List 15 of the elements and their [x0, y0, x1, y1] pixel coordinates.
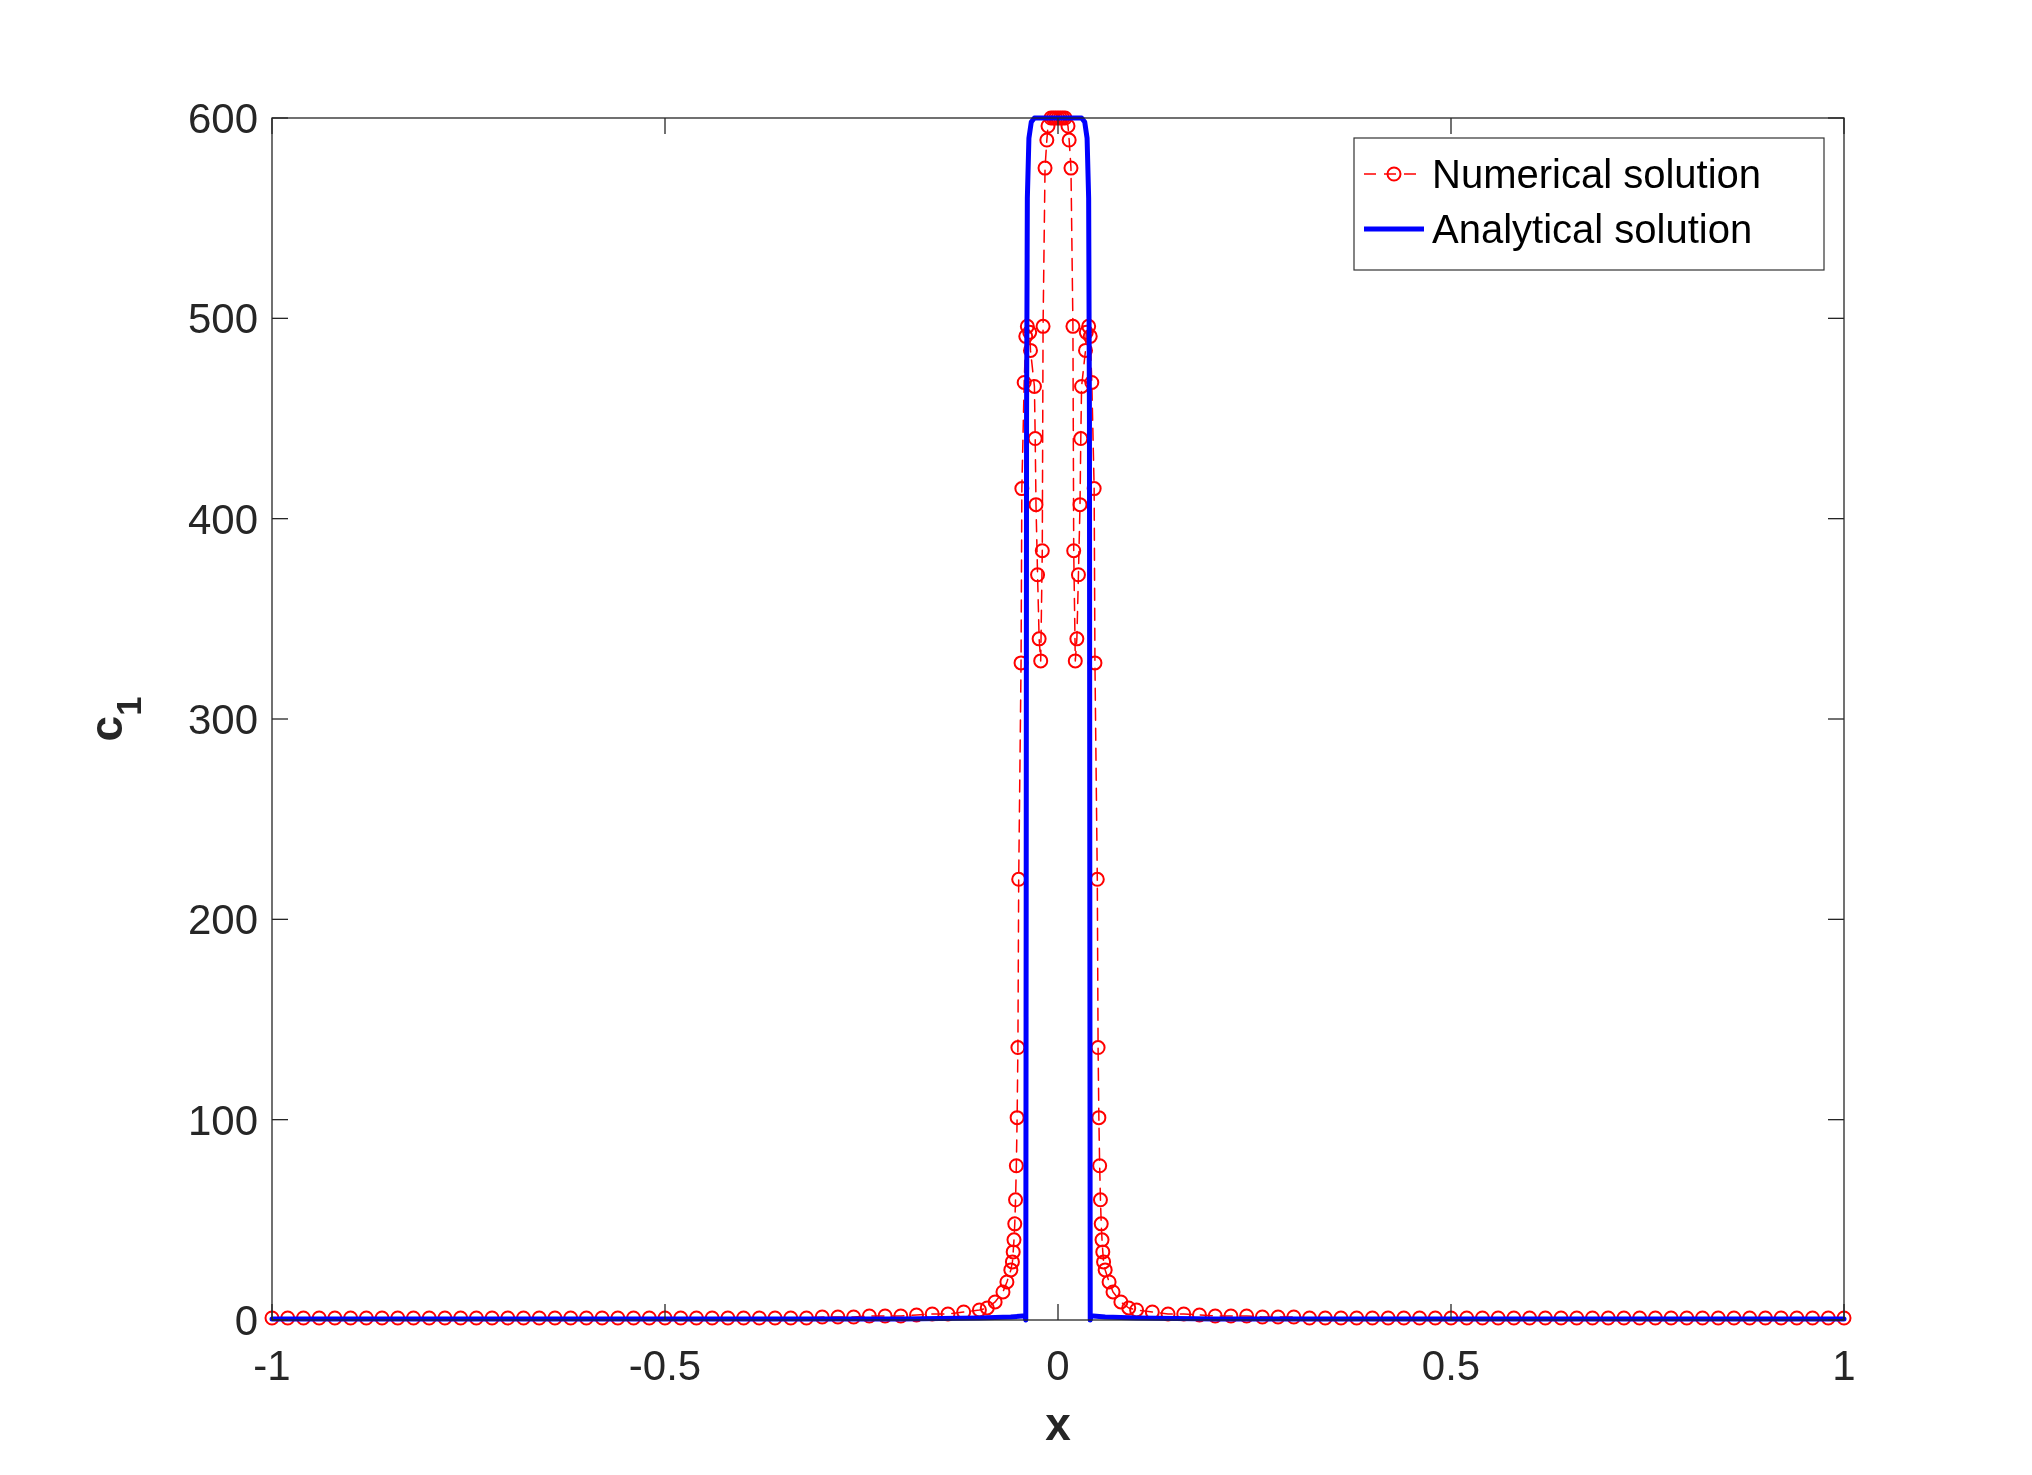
x-tick-label: 0 — [1046, 1342, 1070, 1389]
legend-label: Analytical solution — [1432, 207, 1753, 251]
y-tick-label: 300 — [187, 696, 258, 743]
y-tick-label: 400 — [187, 495, 258, 543]
y-tick-label: 500 — [187, 295, 258, 343]
y-tick-label: 100 — [187, 1096, 258, 1144]
x-tick-label: 0.5 — [1421, 1342, 1481, 1389]
y-tick-label: 200 — [187, 896, 258, 944]
y-tick-label: 0 — [234, 1297, 258, 1344]
legend-label: Numerical solution — [1432, 152, 1762, 196]
x-tick-label: -1 — [253, 1342, 291, 1389]
x-axis-title: x — [1045, 1398, 1072, 1450]
x-tick-label: 1 — [1832, 1342, 1856, 1389]
y-tick-label: 600 — [187, 95, 258, 142]
x-tick-label: -0.5 — [628, 1342, 702, 1389]
